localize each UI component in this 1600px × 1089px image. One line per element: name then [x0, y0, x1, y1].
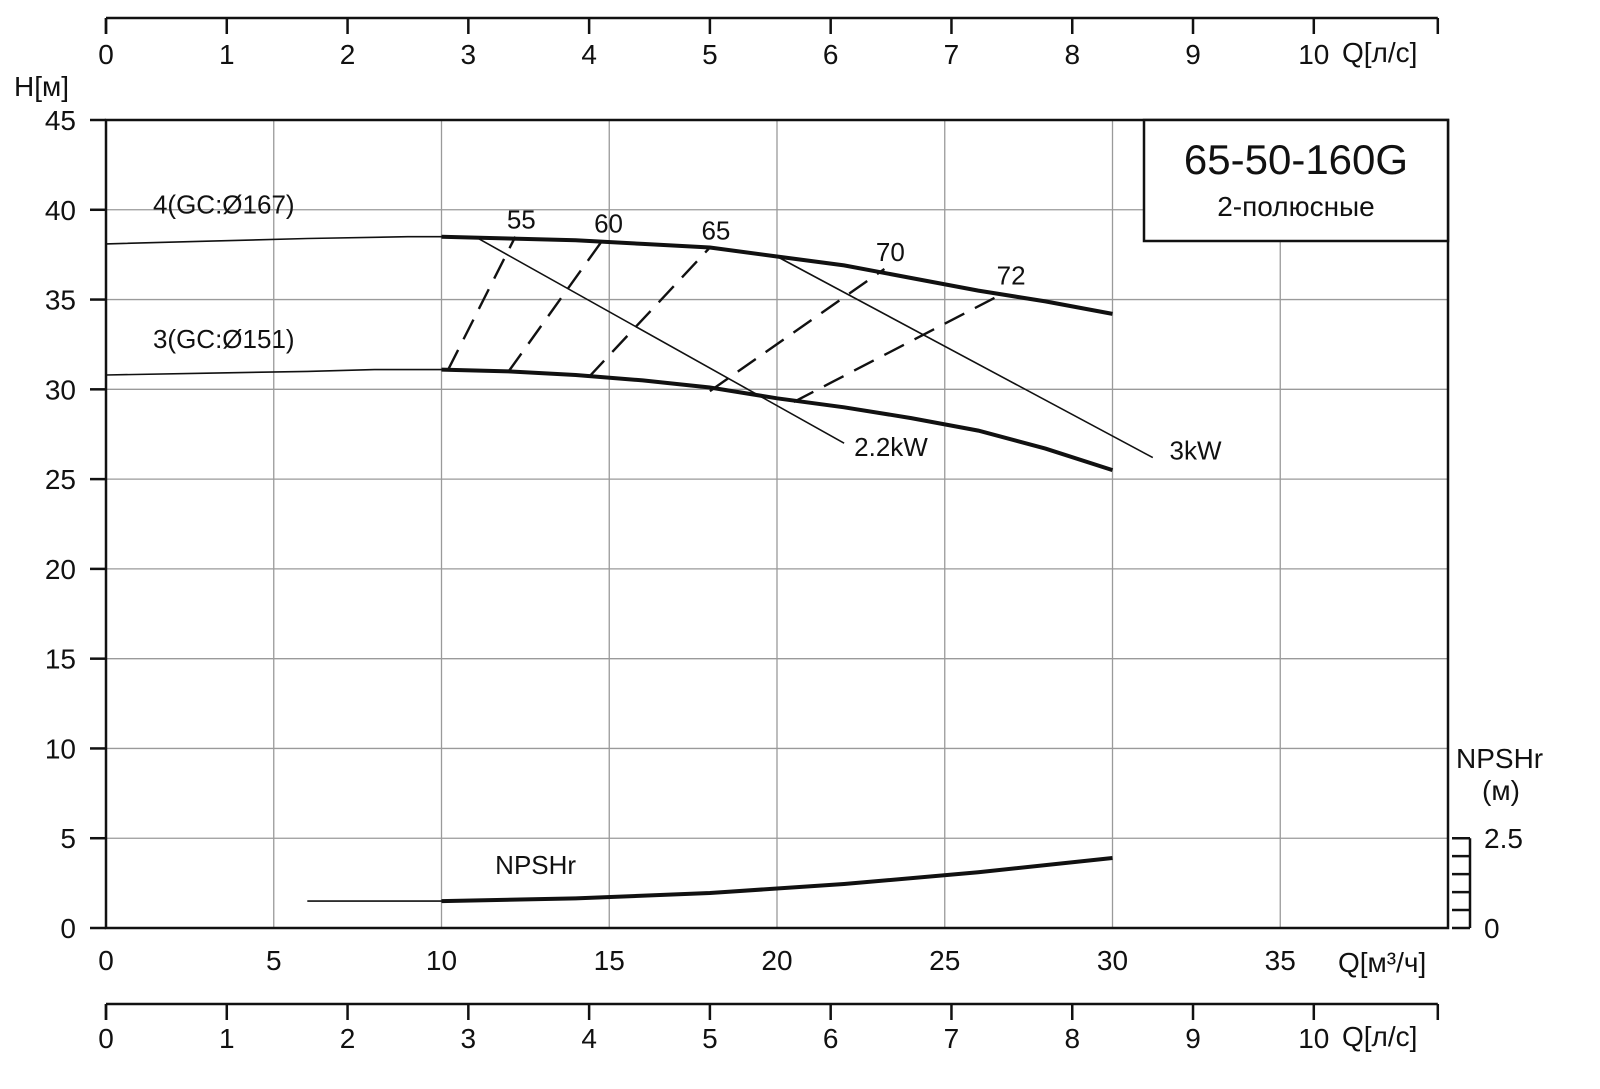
- y-tick-label: 15: [45, 644, 76, 675]
- top-flow-tick-label: 3: [461, 39, 477, 70]
- y-tick-label: 25: [45, 464, 76, 495]
- y-tick-label: 30: [45, 374, 76, 405]
- curve-label-151: 3(GC:Ø151): [153, 324, 295, 354]
- power-label: 2.2kW: [854, 432, 928, 462]
- efficiency-label: 70: [876, 237, 905, 267]
- bottom-flow-tick-label: 9: [1185, 1023, 1201, 1054]
- x-tick-label: 0: [98, 945, 114, 976]
- efficiency-label: 72: [997, 260, 1026, 290]
- top-flow-tick-label: 9: [1185, 39, 1201, 70]
- top-flow-tick-label: 1: [219, 39, 235, 70]
- y-tick-label: 0: [60, 913, 76, 944]
- top-axis-label: Q[л/с]: [1342, 37, 1417, 68]
- top-flow-tick-label: 8: [1064, 39, 1080, 70]
- power-label: 3kW: [1170, 435, 1222, 465]
- power-line: [776, 255, 1154, 459]
- x-tick-label: 35: [1265, 945, 1296, 976]
- x-axis-label: Q[м³/ч]: [1338, 947, 1426, 978]
- npshr-tick-label: 2.5: [1484, 823, 1523, 854]
- bottom-flow-tick-label: 2: [340, 1023, 356, 1054]
- x-tick-label: 15: [594, 945, 625, 976]
- power-line: [474, 236, 845, 444]
- performance-curve: [441, 367, 1114, 473]
- bottom-flow-tick-label: 6: [823, 1023, 839, 1054]
- extension-curve: [105, 235, 442, 245]
- npshr-axis-label: NPSHr: [1456, 743, 1543, 774]
- x-tick-label: 10: [426, 945, 457, 976]
- y-tick-label: 20: [45, 554, 76, 585]
- plot-frame: [104, 118, 1450, 930]
- efficiency-label: 55: [507, 205, 536, 235]
- y-tick-label: 35: [45, 285, 76, 316]
- chart-title: 65-50-160G: [1184, 136, 1408, 183]
- bottom-axis-label: Q[л/с]: [1342, 1021, 1417, 1052]
- x-tick-label: 25: [929, 945, 960, 976]
- efficiency-line: [507, 239, 604, 373]
- npshr-curve-label: NPSHr: [495, 850, 576, 880]
- bottom-flow-tick-label: 7: [944, 1023, 960, 1054]
- npshr-axis-unit: (м): [1482, 775, 1520, 806]
- chart-subtitle: 2-полюсные: [1217, 191, 1375, 222]
- y-tick-label: 10: [45, 733, 76, 764]
- bottom-flow-tick-label: 1: [219, 1023, 235, 1054]
- top-flow-tick-label: 10: [1298, 39, 1329, 70]
- bottom-flow-tick-label: 8: [1064, 1023, 1080, 1054]
- efficiency-label: 65: [701, 215, 730, 245]
- y-tick-label: 45: [45, 105, 76, 136]
- top-flow-tick-label: 5: [702, 39, 718, 70]
- efficiency-line: [709, 268, 886, 393]
- npshr-tick-label: 0: [1484, 913, 1500, 944]
- y-axis-label: H[м]: [14, 71, 69, 102]
- y-tick-label: 40: [45, 195, 76, 226]
- bottom-flow-tick-label: 5: [702, 1023, 718, 1054]
- bottom-flow-tick-label: 3: [461, 1023, 477, 1054]
- performance-curve: [441, 856, 1113, 904]
- x-tick-label: 30: [1097, 945, 1128, 976]
- efficiency-line: [793, 291, 1006, 403]
- curves: [105, 234, 1154, 904]
- bottom-flow-tick-label: 4: [581, 1023, 597, 1054]
- efficiency-line: [447, 236, 517, 371]
- top-flow-tick-label: 7: [944, 39, 960, 70]
- efficiency-label: 60: [594, 208, 623, 238]
- top-flow-tick-label: 4: [581, 39, 597, 70]
- title-box: [1142, 118, 1450, 243]
- x-tick-label: 5: [266, 945, 282, 976]
- curve-label-167: 4(GC:Ø167): [153, 189, 295, 219]
- top-flow-tick-label: 2: [340, 39, 356, 70]
- bottom-flow-tick-label: 0: [98, 1023, 114, 1054]
- x-tick-label: 20: [761, 945, 792, 976]
- top-flow-tick-label: 6: [823, 39, 839, 70]
- top-flow-tick-label: 0: [98, 39, 114, 70]
- labels: 4(GC:Ø167) 3(GC:Ø151) NPSHr 2.2kW 3kW 55 60 65 7…: [153, 189, 1222, 880]
- bottom-flow-tick-label: 10: [1298, 1023, 1329, 1054]
- efficiency-line: [588, 246, 711, 378]
- grid: [106, 120, 1448, 928]
- extension-curve: [105, 368, 442, 376]
- y-tick-label: 5: [60, 823, 76, 854]
